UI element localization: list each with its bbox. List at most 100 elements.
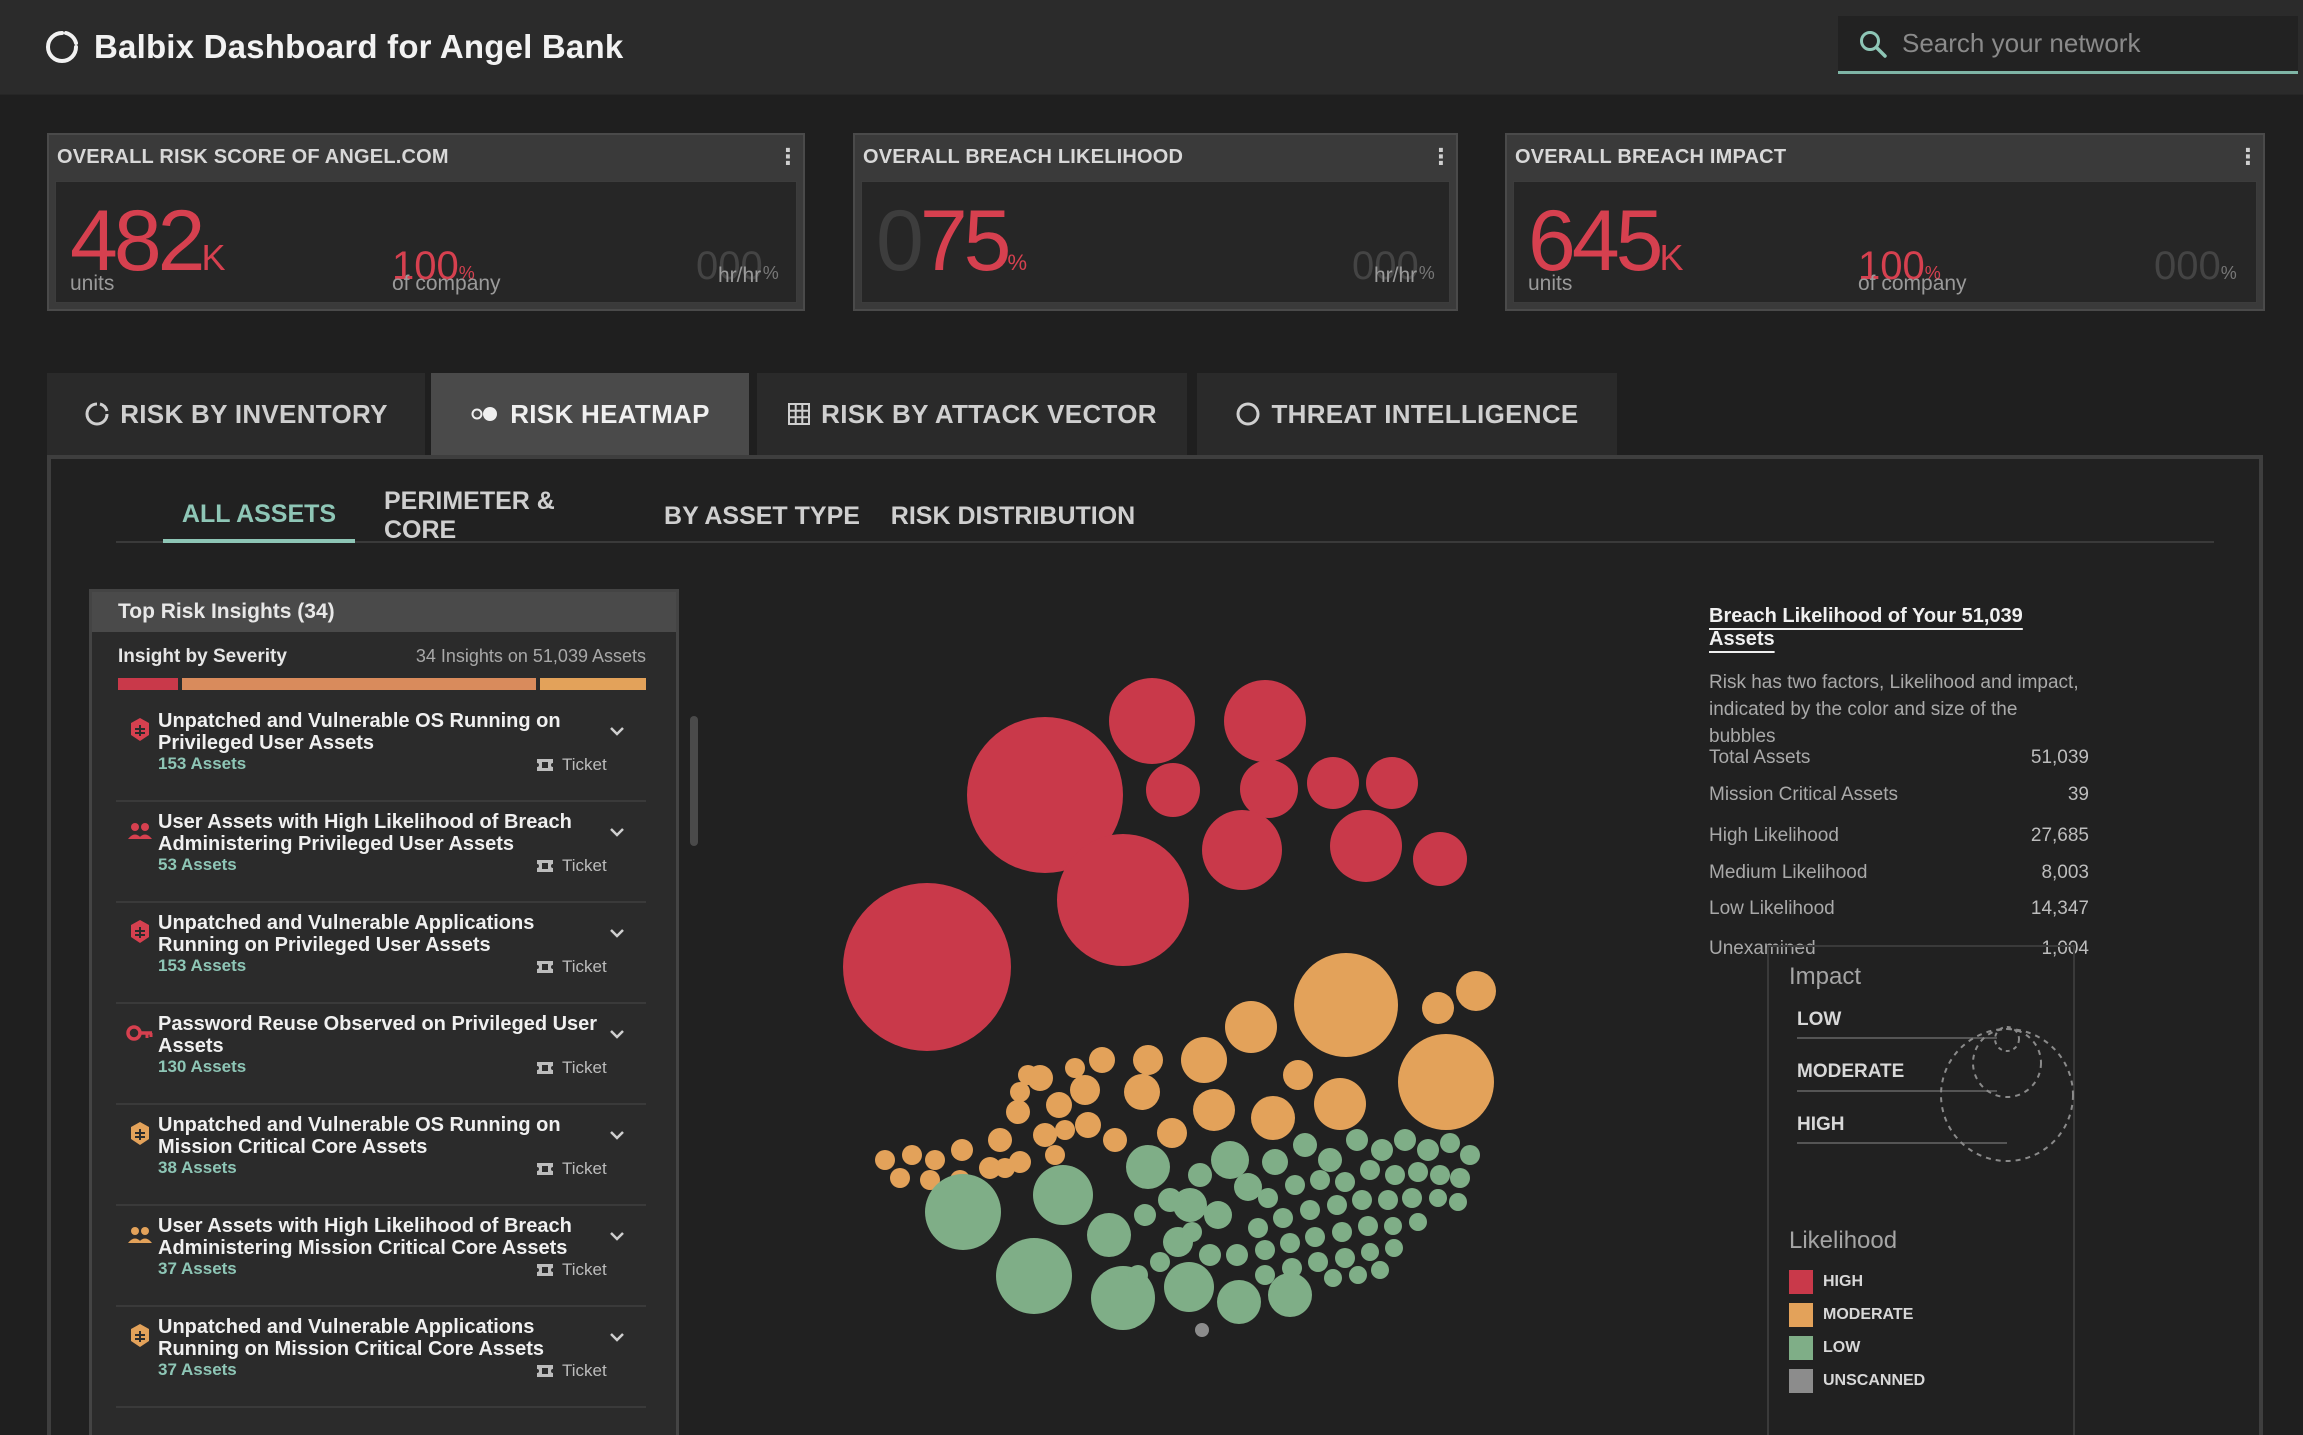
chevron-down-icon[interactable] — [606, 720, 628, 742]
asset-bubble-moderate[interactable] — [920, 1170, 940, 1190]
ticket-button[interactable]: Ticket — [536, 1361, 607, 1381]
asset-bubble-low[interactable] — [1409, 1213, 1427, 1231]
asset-bubble-moderate[interactable] — [1398, 1034, 1494, 1130]
asset-bubble-moderate[interactable] — [1283, 1060, 1313, 1090]
asset-bubble-moderate[interactable] — [951, 1139, 973, 1161]
chevron-down-icon[interactable] — [606, 1326, 628, 1348]
asset-bubble-moderate[interactable] — [1045, 1145, 1065, 1165]
asset-bubble-low[interactable] — [1324, 1269, 1342, 1287]
subtab-perimeter-core[interactable]: PERIMETER & CORE — [384, 487, 555, 544]
asset-bubble-moderate[interactable] — [1133, 1045, 1163, 1075]
asset-bubble-high[interactable] — [1109, 678, 1195, 764]
asset-bubble-low[interactable] — [1360, 1160, 1380, 1180]
asset-bubble-low[interactable] — [1402, 1188, 1422, 1208]
insight-asset-count[interactable]: 37 Assets — [158, 1360, 237, 1379]
asset-bubble-low[interactable] — [1164, 1262, 1214, 1312]
insight-item[interactable]: Unpatched and Vulnerable Applications Ru… — [116, 1308, 646, 1408]
asset-bubble-low[interactable] — [1352, 1190, 1372, 1210]
asset-bubble-low[interactable] — [1332, 1222, 1352, 1242]
ticket-button[interactable]: Ticket — [536, 1260, 607, 1280]
asset-bubble-low[interactable] — [1349, 1266, 1367, 1284]
asset-bubble-low[interactable] — [1450, 1168, 1470, 1188]
asset-bubble-low[interactable] — [1128, 1265, 1148, 1285]
more-vert-icon[interactable]: ⋮ — [2236, 144, 2260, 169]
chevron-down-icon[interactable] — [606, 821, 628, 843]
asset-bubble-low[interactable] — [1285, 1175, 1305, 1195]
asset-bubble-moderate[interactable] — [902, 1145, 922, 1165]
asset-bubble-low[interactable] — [1384, 1217, 1402, 1235]
asset-bubble-high[interactable] — [1224, 680, 1306, 762]
asset-bubble-moderate[interactable] — [995, 1158, 1015, 1178]
asset-bubble-moderate[interactable] — [925, 1150, 945, 1170]
asset-bubble-high[interactable] — [967, 717, 1123, 873]
tab-threat-intelligence[interactable]: THREAT INTELLIGENCE — [1197, 373, 1617, 455]
asset-bubble-low[interactable] — [1417, 1139, 1439, 1161]
asset-bubble-low[interactable] — [1087, 1213, 1131, 1257]
insight-item[interactable]: Unpatched and Vulnerable OS Running on M… — [116, 1106, 646, 1206]
asset-bubble-moderate[interactable] — [988, 1128, 1012, 1152]
asset-bubble-low[interactable] — [1173, 1188, 1207, 1222]
asset-bubble-low[interactable] — [1385, 1165, 1405, 1185]
ticket-button[interactable]: Ticket — [536, 856, 607, 876]
asset-bubble-moderate[interactable] — [1033, 1123, 1057, 1147]
asset-bubble-low[interactable] — [1335, 1172, 1355, 1192]
asset-bubble-moderate[interactable] — [1089, 1047, 1115, 1073]
more-vert-icon[interactable]: ⋮ — [1429, 144, 1453, 169]
asset-bubble-low[interactable] — [1150, 1252, 1170, 1272]
asset-bubble-low[interactable] — [1255, 1265, 1275, 1285]
ticket-button[interactable]: Ticket — [536, 1058, 607, 1078]
asset-bubble-moderate[interactable] — [1294, 953, 1398, 1057]
asset-bubble-low[interactable] — [1371, 1261, 1389, 1279]
asset-bubble-high[interactable] — [1146, 763, 1200, 817]
asset-bubble-low[interactable] — [1134, 1204, 1156, 1226]
asset-bubble-low[interactable] — [1268, 1273, 1312, 1317]
asset-bubble-moderate[interactable] — [1225, 1001, 1277, 1053]
asset-bubble-moderate[interactable] — [1456, 971, 1496, 1011]
asset-bubble-high[interactable] — [1366, 757, 1418, 809]
asset-bubble-low[interactable] — [1358, 1216, 1378, 1236]
asset-bubble-moderate[interactable] — [1124, 1074, 1160, 1110]
asset-bubble-moderate[interactable] — [979, 1157, 1001, 1179]
asset-bubble-low[interactable] — [1033, 1165, 1093, 1225]
brand[interactable]: Balbix Dashboard for Angel Bank — [44, 24, 623, 70]
insight-asset-count[interactable]: 153 Assets — [158, 754, 247, 773]
asset-bubble-moderate[interactable] — [1065, 1058, 1085, 1078]
tab-risk-by-attack-vector[interactable]: RISK BY ATTACK VECTOR — [757, 373, 1187, 455]
insight-item[interactable]: Unpatched and Vulnerable Applications Ru… — [116, 904, 646, 1004]
asset-bubble-low[interactable] — [1199, 1244, 1221, 1266]
asset-bubble-moderate[interactable] — [875, 1150, 895, 1170]
asset-bubble-moderate[interactable] — [1193, 1089, 1235, 1131]
asset-bubble-high[interactable] — [1202, 810, 1282, 890]
asset-bubble-low[interactable] — [1255, 1240, 1275, 1260]
asset-bubble-low[interactable] — [1158, 1188, 1182, 1212]
asset-bubble-low[interactable] — [1308, 1252, 1328, 1272]
asset-bubble-unscanned[interactable] — [1195, 1323, 1209, 1337]
asset-bubble-low[interactable] — [1335, 1248, 1355, 1268]
asset-bubble-low[interactable] — [1258, 1188, 1278, 1208]
asset-bubble-moderate[interactable] — [1181, 1037, 1227, 1083]
asset-bubble-low[interactable] — [1282, 1258, 1302, 1278]
asset-bubble-moderate[interactable] — [1422, 992, 1454, 1024]
subtab-risk-distribution[interactable]: RISK DISTRIBUTION — [890, 501, 1136, 530]
asset-bubble-moderate[interactable] — [1010, 1082, 1030, 1102]
insight-item[interactable]: Password Reuse Observed on Privileged Us… — [116, 1005, 646, 1105]
asset-bubble-high[interactable] — [1413, 832, 1467, 886]
asset-bubble-low[interactable] — [1211, 1141, 1249, 1179]
asset-bubble-moderate[interactable] — [1103, 1128, 1127, 1152]
asset-bubble-low[interactable] — [1440, 1133, 1460, 1153]
insight-asset-count[interactable]: 53 Assets — [158, 855, 237, 874]
asset-bubble-low[interactable] — [1262, 1149, 1288, 1175]
asset-bubble-low[interactable] — [1310, 1170, 1330, 1190]
asset-bubble-high[interactable] — [1240, 760, 1298, 818]
asset-bubble-low[interactable] — [1182, 1222, 1202, 1242]
asset-bubble-low[interactable] — [1449, 1193, 1467, 1211]
asset-bubble-low[interactable] — [1188, 1163, 1212, 1187]
insight-asset-count[interactable]: 38 Assets — [158, 1158, 237, 1177]
tab-risk-by-inventory[interactable]: RISK BY INVENTORY — [47, 373, 425, 455]
asset-bubble-low[interactable] — [1430, 1165, 1450, 1185]
asset-bubble-low[interactable] — [1234, 1173, 1262, 1201]
asset-bubble-low[interactable] — [1361, 1243, 1379, 1261]
asset-bubble-low[interactable] — [1126, 1145, 1170, 1189]
asset-bubble-low[interactable] — [1280, 1233, 1300, 1253]
asset-bubble-low[interactable] — [1371, 1139, 1393, 1161]
